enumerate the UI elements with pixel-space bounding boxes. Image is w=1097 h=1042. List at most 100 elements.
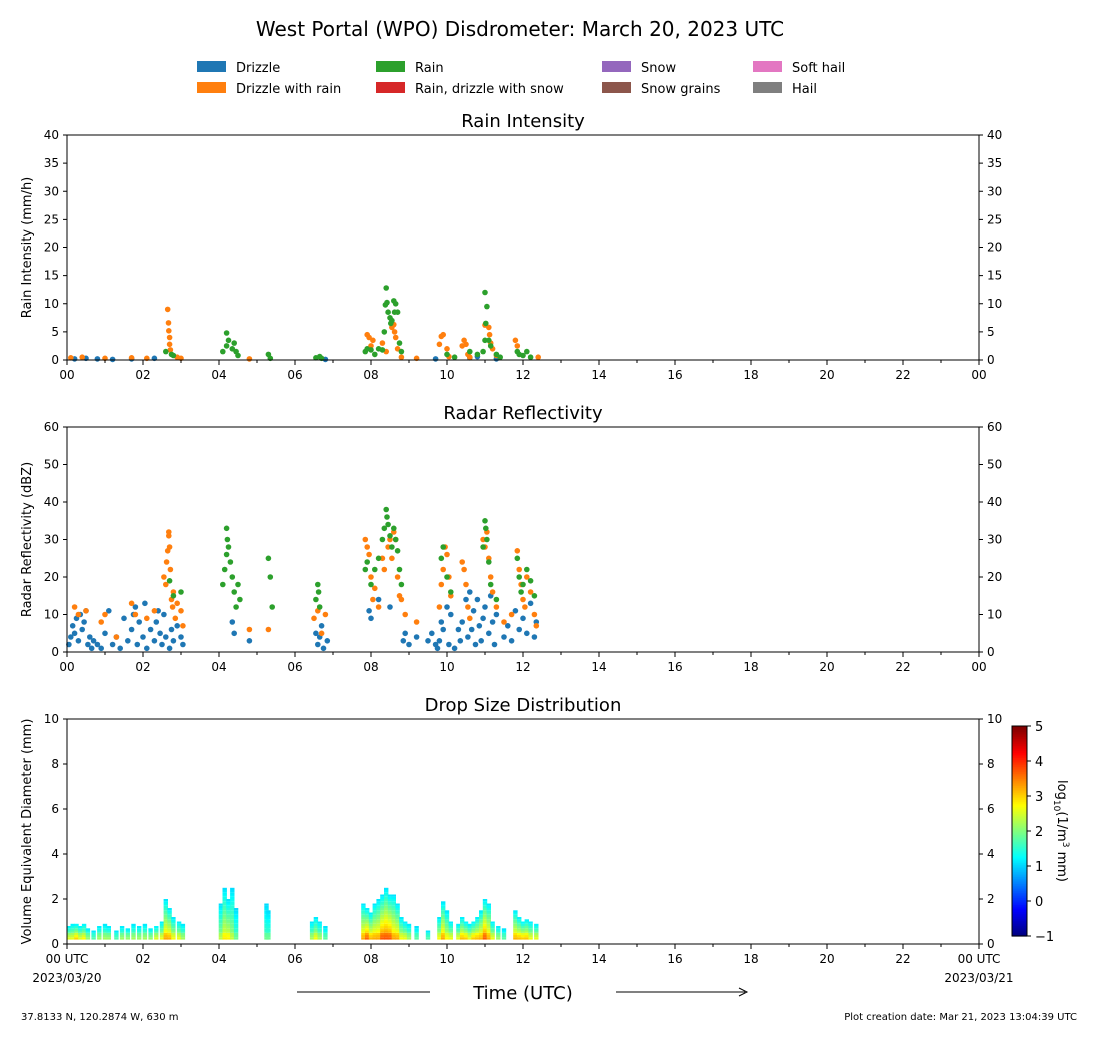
dsd-cell xyxy=(313,923,319,927)
dsd-cell xyxy=(467,926,472,929)
dsd-cell xyxy=(368,912,374,915)
data-point-drizzle xyxy=(432,356,439,362)
dsd-cell xyxy=(78,937,83,940)
data-point-rain xyxy=(223,343,230,349)
data-point-rain xyxy=(383,285,390,291)
dsd-cell xyxy=(222,919,227,922)
dsd-cell xyxy=(365,912,370,915)
data-point-drizzle xyxy=(402,630,409,637)
data-point-drizzle xyxy=(493,611,500,618)
dsd-cell xyxy=(317,921,322,924)
x-tick-label: 00 xyxy=(971,660,986,674)
y-tick-label-right: 10 xyxy=(987,297,1002,311)
dsd-cell xyxy=(384,917,389,920)
dsd-cell xyxy=(376,912,381,915)
data-point-drizzle-with-rain xyxy=(75,611,82,618)
dsd-cell xyxy=(437,935,442,938)
dsd-cell xyxy=(171,921,176,924)
dsd-cell xyxy=(171,917,176,920)
colorbar-band xyxy=(1012,864,1027,867)
dsd-cell xyxy=(70,923,75,927)
dsd-cell xyxy=(137,928,142,931)
dsd-cell xyxy=(380,903,385,906)
dsd-cell xyxy=(167,910,172,913)
data-point-drizzle-with-rain xyxy=(467,615,473,622)
dsd-cell xyxy=(180,937,186,940)
dsd-cell xyxy=(372,908,377,911)
dsd-cell xyxy=(361,912,366,915)
dsd-cell xyxy=(471,937,476,940)
dsd-cell xyxy=(395,910,400,913)
data-point-drizzle-with-rain xyxy=(524,574,530,580)
data-point-rain xyxy=(223,525,230,532)
dsd-cell xyxy=(501,930,507,933)
dsd-cell xyxy=(467,937,472,940)
dsd-cell xyxy=(142,928,148,931)
dsd-cell xyxy=(376,908,381,911)
data-point-drizzle xyxy=(87,634,93,640)
dsd-cell xyxy=(226,937,231,940)
dsd-cell xyxy=(142,930,148,933)
y-tick-label: 4 xyxy=(51,847,59,861)
data-point-drizzle-with-rain xyxy=(516,566,522,573)
dsd-cell xyxy=(486,912,491,915)
dsd-cell xyxy=(106,937,111,940)
dsd-cell xyxy=(114,935,119,938)
dsd-cell xyxy=(391,903,396,906)
dsd-cell xyxy=(365,932,370,936)
dsd-cell xyxy=(528,932,533,936)
dsd-cell xyxy=(391,928,396,931)
dsd-cell xyxy=(391,921,396,924)
dsd-cell xyxy=(463,921,469,924)
data-point-rain xyxy=(383,506,390,513)
colorbar-band xyxy=(1012,817,1027,820)
dsd-cell xyxy=(222,928,227,931)
dsd-cell xyxy=(264,905,269,909)
data-point-drizzle-with-rain xyxy=(493,604,500,610)
x-tick-label: 02 xyxy=(135,952,150,966)
data-point-drizzle-with-rain xyxy=(444,551,450,558)
data-point-rain xyxy=(516,574,522,580)
x-tick-label: 20 xyxy=(819,952,834,966)
dsd-cell xyxy=(387,932,393,936)
colorbar-band xyxy=(1012,818,1027,822)
dsd-cell xyxy=(479,917,484,920)
dsd-cell xyxy=(475,923,480,927)
dsd-cell xyxy=(70,937,75,940)
data-point-drizzle xyxy=(425,638,431,644)
dsd-cell xyxy=(448,930,453,933)
dsd-cell xyxy=(106,928,111,931)
x-tick-label: 16 xyxy=(667,368,682,382)
dsd-cell xyxy=(395,928,400,931)
dsd-cell xyxy=(368,926,374,929)
dsd-cell xyxy=(361,914,366,918)
colorbar-band xyxy=(1012,803,1027,806)
dsd-cell xyxy=(102,930,108,933)
data-point-drizzle xyxy=(166,645,173,652)
dsd-cell xyxy=(513,912,518,915)
dsd-cell xyxy=(66,930,72,933)
dsd-cell xyxy=(460,921,465,924)
data-point-drizzle xyxy=(98,645,104,652)
dsd-cell xyxy=(380,928,385,931)
colorbar-band xyxy=(1012,909,1027,913)
dsd-cell xyxy=(266,930,271,933)
dsd-cell xyxy=(163,908,168,911)
dsd-cell xyxy=(222,908,227,911)
dsd-cell xyxy=(176,921,182,924)
data-point-drizzle-with-rain xyxy=(166,334,173,341)
dsd-cell xyxy=(163,935,168,938)
dsd-cell xyxy=(441,932,446,936)
figure-title: West Portal (WPO) Disdrometer: March 20,… xyxy=(256,17,784,41)
dsd-cell xyxy=(486,937,491,940)
dsd-cell xyxy=(171,935,176,938)
dsd-cell xyxy=(309,935,315,938)
dsd-cell xyxy=(444,923,450,927)
dsd-cell xyxy=(309,921,315,924)
data-point-drizzle-with-rain xyxy=(172,615,179,622)
data-point-drizzle-with-rain xyxy=(394,574,401,580)
dsd-cell xyxy=(372,937,377,940)
dsd-cell xyxy=(441,917,446,920)
colorbar-band xyxy=(1012,748,1027,752)
dsd-cell xyxy=(380,917,385,920)
